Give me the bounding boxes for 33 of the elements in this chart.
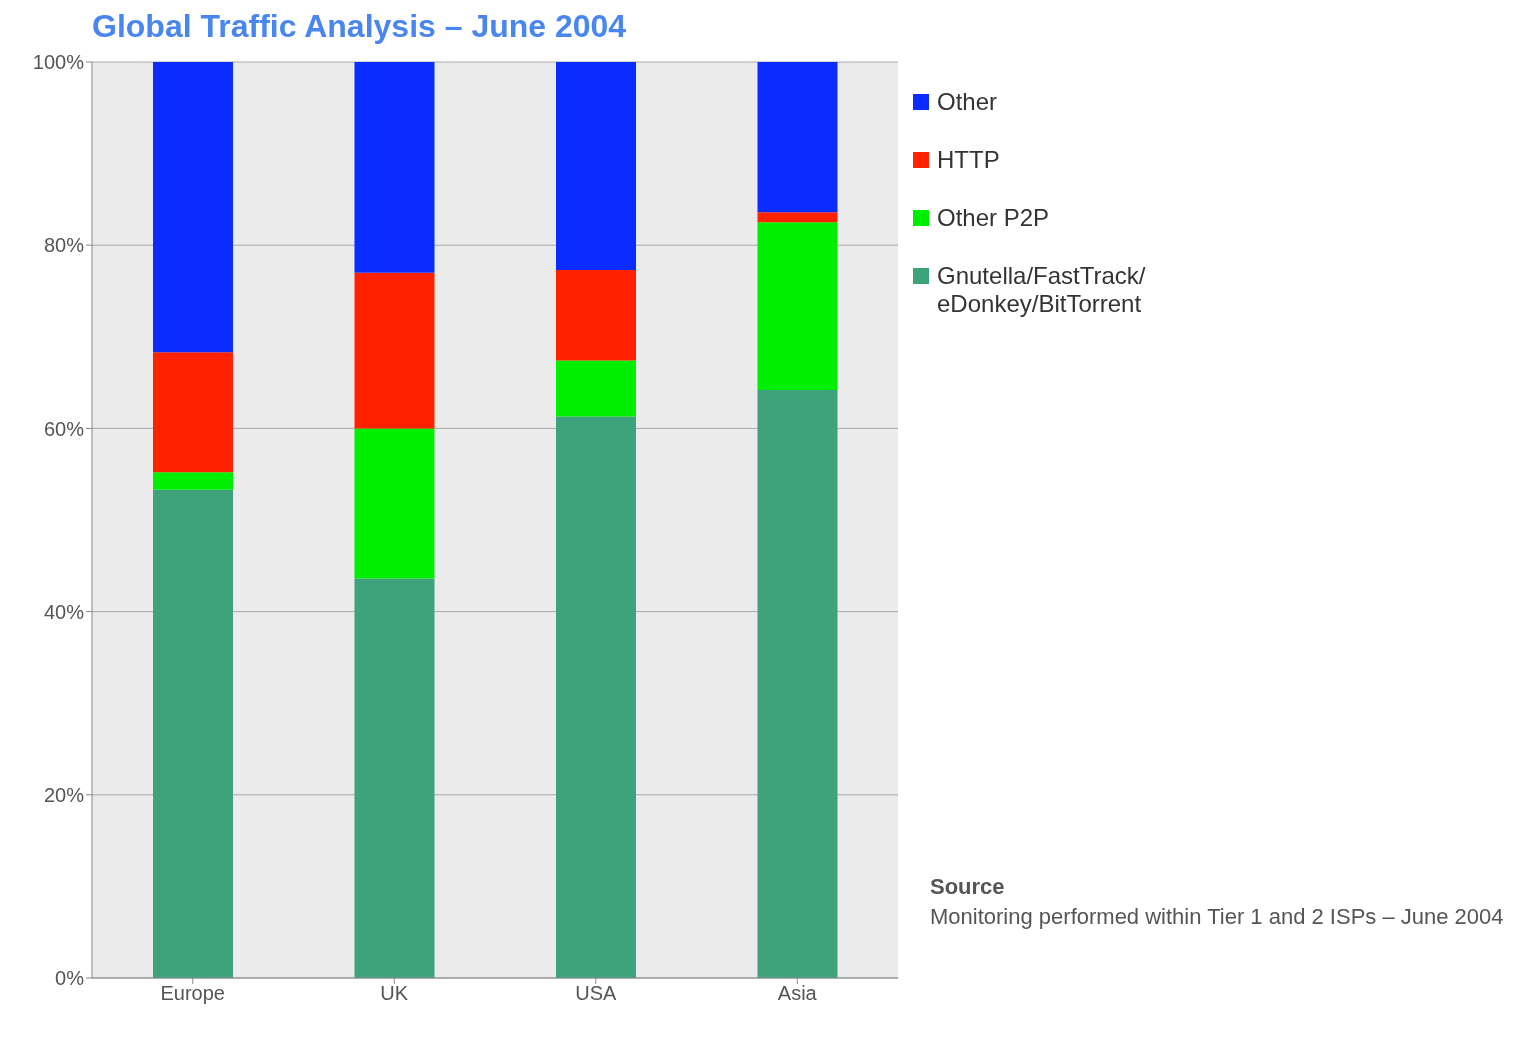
bar <box>757 389 838 978</box>
bar <box>556 62 636 270</box>
y-tick-label: 60% <box>43 417 85 440</box>
text: Source <box>930 874 1006 900</box>
bar <box>757 222 838 390</box>
y-tick-label: 80% <box>43 234 85 257</box>
bar <box>757 212 838 223</box>
bar <box>556 269 636 361</box>
y-tick-label: 40% <box>43 600 85 623</box>
legend-label: Other <box>937 88 999 116</box>
legend-label: Other P2P <box>937 204 1051 232</box>
bar <box>556 360 636 417</box>
bar <box>354 428 435 579</box>
bar <box>153 352 233 473</box>
bar <box>354 62 435 273</box>
text: Monitoring performed within Tier 1 and 2 ISPs – June 2004 <box>930 904 1505 930</box>
bar <box>354 272 435 429</box>
x-tick-label: USA <box>575 982 617 1005</box>
legend-label: HTTP <box>937 146 1001 174</box>
x-tick-label: Europe <box>160 982 225 1005</box>
y-tick-label: 100% <box>32 51 85 74</box>
bar <box>153 62 233 353</box>
bar <box>153 472 233 490</box>
y-tick-label: 0% <box>55 967 85 990</box>
chart-title: Global Traffic Analysis – June 2004 <box>92 8 627 45</box>
bar <box>556 416 636 978</box>
bar <box>757 62 838 213</box>
bar <box>354 578 435 978</box>
legend-label: Gnutella/FastTrack/ eDonkey/BitTorrent <box>937 262 1147 318</box>
y-tick-label: 20% <box>43 783 85 806</box>
x-tick-label: Asia <box>777 982 818 1005</box>
bar <box>153 489 233 978</box>
x-tick-label: UK <box>380 982 409 1005</box>
